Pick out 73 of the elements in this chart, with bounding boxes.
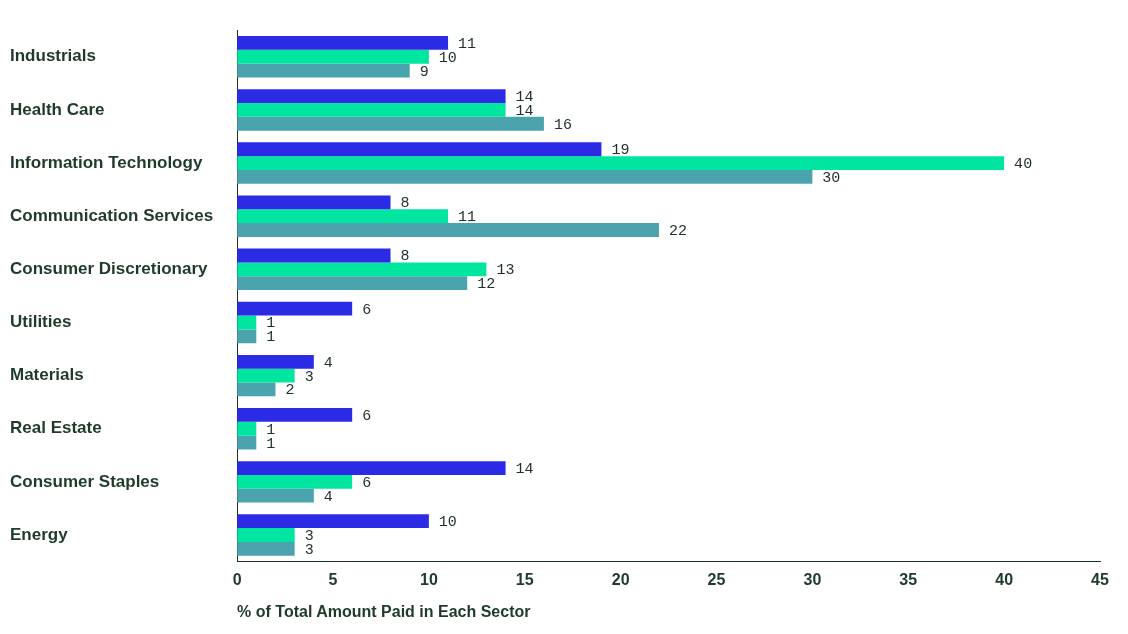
data-label: 8 — [400, 195, 410, 213]
x-tick-label: 40 — [995, 570, 1014, 588]
bar — [237, 89, 506, 103]
data-label: 16 — [553, 116, 572, 134]
y-tick-label: Communication Services — [10, 205, 214, 225]
x-tick-label: 0 — [232, 570, 242, 588]
data-label: 8 — [400, 248, 410, 266]
bar — [237, 63, 410, 78]
bar — [237, 368, 295, 383]
data-label: 6 — [362, 301, 372, 319]
x-axis-title: % of Total Amount Paid in Each Sector — [237, 602, 531, 620]
data-label: 13 — [496, 262, 515, 280]
bar — [237, 329, 257, 344]
bar — [237, 408, 353, 422]
y-tick-label: Consumer Staples — [10, 471, 160, 491]
data-label: 4 — [323, 488, 333, 506]
y-tick-label: Health Care — [10, 99, 105, 119]
y-tick-label: Energy — [10, 524, 69, 544]
bar — [237, 49, 429, 64]
data-label: 3 — [304, 368, 314, 386]
bar — [237, 169, 813, 184]
x-tick-label: 35 — [899, 570, 918, 588]
x-tick-label: 5 — [328, 570, 338, 588]
bar — [237, 142, 602, 157]
bar — [237, 195, 391, 210]
y-tick-label: Consumer Discretionary — [10, 259, 208, 279]
data-label: 1 — [266, 329, 276, 347]
bar — [237, 382, 276, 397]
bar — [237, 461, 506, 475]
x-tick-label: 25 — [707, 570, 726, 588]
bar — [237, 223, 659, 237]
bar — [237, 421, 257, 436]
bar — [237, 354, 314, 369]
bar — [237, 248, 391, 263]
data-label: 6 — [362, 407, 372, 425]
bar — [237, 474, 353, 489]
bar — [237, 156, 1005, 170]
y-tick-label: Industrials — [10, 46, 96, 66]
y-tick-label: Real Estate — [10, 418, 102, 438]
bar — [237, 276, 468, 291]
bar — [237, 209, 449, 224]
y-tick-label: Materials — [10, 365, 84, 385]
data-label: 6 — [362, 474, 372, 492]
bar — [237, 514, 429, 529]
y-tick-label: Utilities — [10, 312, 72, 332]
x-tick-label: 15 — [515, 570, 534, 588]
x-tick-label: 45 — [1091, 570, 1109, 588]
bar — [237, 488, 314, 503]
bar — [237, 36, 449, 50]
data-label: 4 — [323, 354, 333, 372]
x-tick-label: 30 — [803, 570, 822, 588]
data-label: 11 — [458, 209, 477, 227]
bar — [237, 541, 295, 556]
x-tick-label: 10 — [419, 570, 438, 588]
data-label: 30 — [822, 169, 841, 187]
bar — [237, 103, 506, 117]
x-tick-label: 20 — [611, 570, 630, 588]
data-label: 19 — [611, 142, 630, 160]
data-label: 12 — [477, 276, 496, 294]
bar — [237, 528, 295, 542]
data-label: 14 — [515, 102, 534, 120]
data-label: 10 — [438, 514, 457, 532]
data-label: 10 — [438, 49, 457, 67]
data-label: 14 — [515, 461, 534, 479]
y-tick-label: Information Technology — [10, 152, 203, 172]
data-label: 22 — [668, 222, 687, 240]
data-label: 9 — [419, 63, 429, 81]
bar — [237, 116, 544, 131]
bar — [237, 262, 487, 277]
data-label: 2 — [285, 382, 295, 400]
bar — [237, 301, 353, 316]
data-label: 11 — [458, 35, 477, 53]
data-label: 40 — [1014, 156, 1033, 174]
